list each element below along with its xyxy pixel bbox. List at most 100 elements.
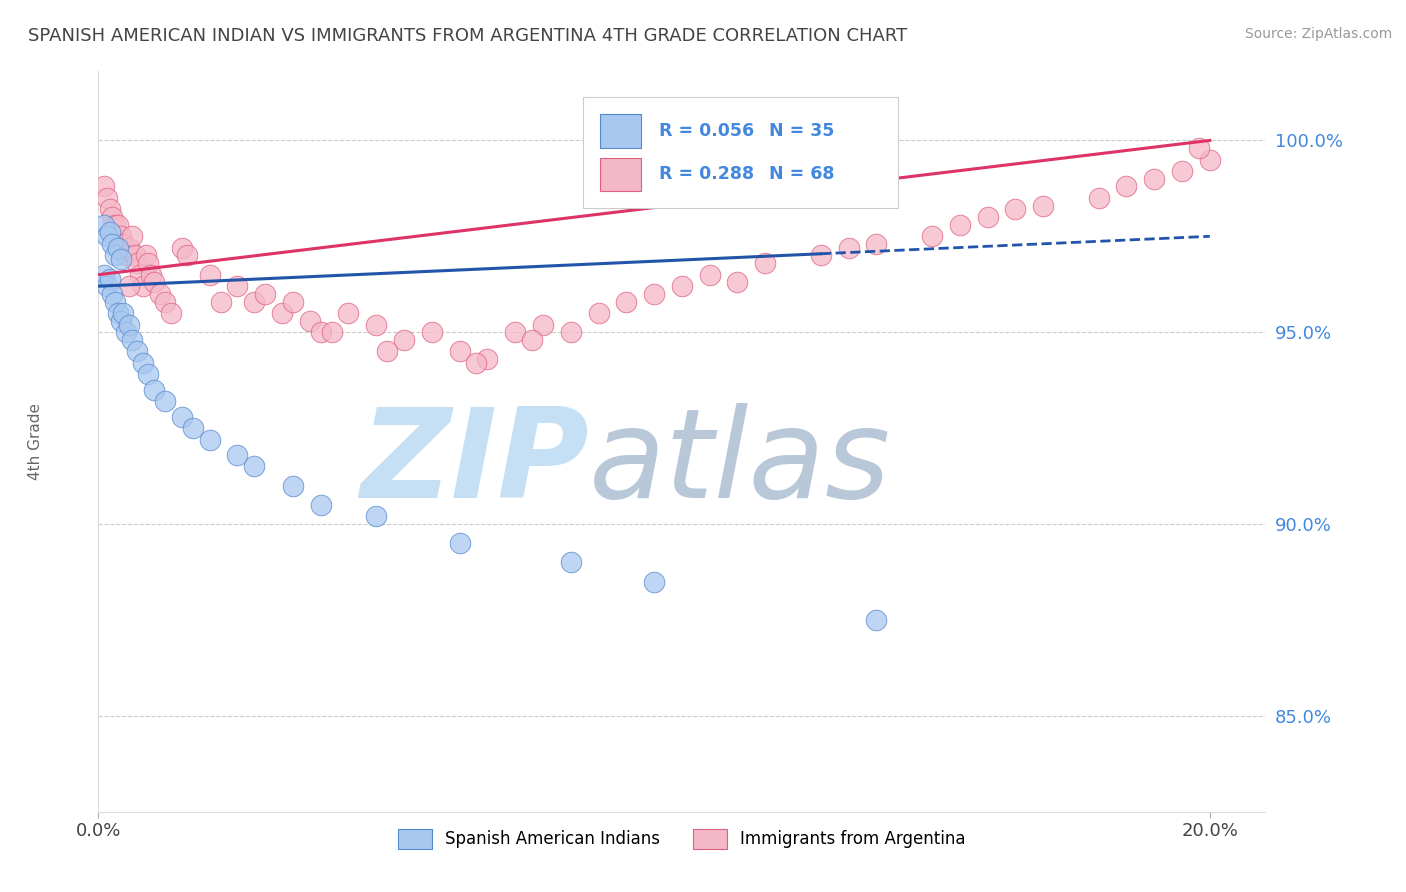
Point [107, 306, 129, 320]
Point [170, 241, 193, 255]
Point [107, 218, 129, 232]
Point [337, 306, 360, 320]
Point [754, 256, 776, 270]
Point [118, 241, 141, 255]
Point [153, 394, 176, 409]
Point [138, 368, 160, 382]
Point [976, 210, 998, 224]
Point [98, 226, 121, 240]
Point [1143, 171, 1166, 186]
Point [520, 333, 543, 347]
Point [366, 318, 388, 332]
Y-axis label: 4th Grade: 4th Grade [28, 403, 42, 480]
Point [226, 279, 249, 293]
Text: Source: ZipAtlas.com: Source: ZipAtlas.com [1244, 27, 1392, 41]
Point [1171, 164, 1194, 178]
Point [1032, 199, 1054, 213]
Point [118, 318, 141, 332]
Point [98, 271, 121, 285]
Point [112, 306, 135, 320]
Point [614, 294, 637, 309]
Point [96, 229, 118, 244]
Point [121, 333, 143, 347]
Point [699, 268, 721, 282]
Point [838, 241, 860, 255]
Point [115, 248, 138, 262]
Point [101, 210, 124, 224]
Point [198, 433, 221, 447]
Point [104, 218, 127, 232]
Point [96, 191, 118, 205]
Point [110, 229, 132, 244]
Point [141, 268, 163, 282]
Point [1198, 153, 1220, 167]
Point [531, 318, 554, 332]
Point [321, 325, 343, 339]
Point [477, 352, 499, 367]
Point [377, 344, 399, 359]
Point [104, 248, 127, 262]
Point [254, 286, 277, 301]
Point [101, 286, 124, 301]
Point [449, 344, 471, 359]
Point [143, 383, 166, 397]
Point [96, 279, 118, 293]
Point [727, 276, 749, 290]
Point [1115, 179, 1137, 194]
Point [112, 237, 135, 252]
Point [132, 279, 155, 293]
Point [560, 555, 582, 569]
Point [198, 268, 221, 282]
Point [93, 268, 115, 282]
Point [281, 478, 304, 492]
Point [181, 421, 204, 435]
Point [560, 325, 582, 339]
Point [127, 344, 149, 359]
Point [127, 256, 149, 270]
Point [129, 268, 152, 282]
Point [101, 237, 124, 252]
Point [588, 306, 610, 320]
Point [176, 248, 198, 262]
Point [159, 306, 181, 320]
Point [503, 325, 526, 339]
Point [643, 286, 665, 301]
Point [449, 536, 471, 550]
Point [153, 294, 176, 309]
Point [270, 306, 292, 320]
Point [1087, 191, 1109, 205]
Point [366, 509, 388, 524]
Point [148, 286, 170, 301]
Point [643, 574, 665, 589]
Text: ZIP: ZIP [360, 403, 589, 524]
Point [93, 218, 115, 232]
Point [865, 237, 887, 252]
Point [281, 294, 304, 309]
Legend: Spanish American Indians, Immigrants from Argentina: Spanish American Indians, Immigrants fro… [392, 822, 972, 855]
Point [1188, 141, 1211, 155]
Point [93, 179, 115, 194]
Text: SPANISH AMERICAN INDIAN VS IMMIGRANTS FROM ARGENTINA 4TH GRADE CORRELATION CHART: SPANISH AMERICAN INDIAN VS IMMIGRANTS FR… [28, 27, 907, 45]
Point [143, 276, 166, 290]
Point [671, 279, 693, 293]
Point [420, 325, 443, 339]
Text: atlas: atlas [589, 403, 890, 524]
Point [209, 294, 232, 309]
Point [921, 229, 943, 244]
Point [115, 325, 138, 339]
Point [243, 294, 266, 309]
Point [465, 356, 488, 370]
Point [104, 294, 127, 309]
Point [243, 459, 266, 474]
Point [392, 333, 415, 347]
Point [1004, 202, 1026, 217]
Point [865, 613, 887, 627]
Point [138, 256, 160, 270]
FancyBboxPatch shape [582, 97, 898, 209]
Point [949, 218, 972, 232]
Point [118, 279, 141, 293]
Point [135, 248, 157, 262]
Point [98, 202, 121, 217]
Point [309, 498, 332, 512]
Point [110, 252, 132, 267]
